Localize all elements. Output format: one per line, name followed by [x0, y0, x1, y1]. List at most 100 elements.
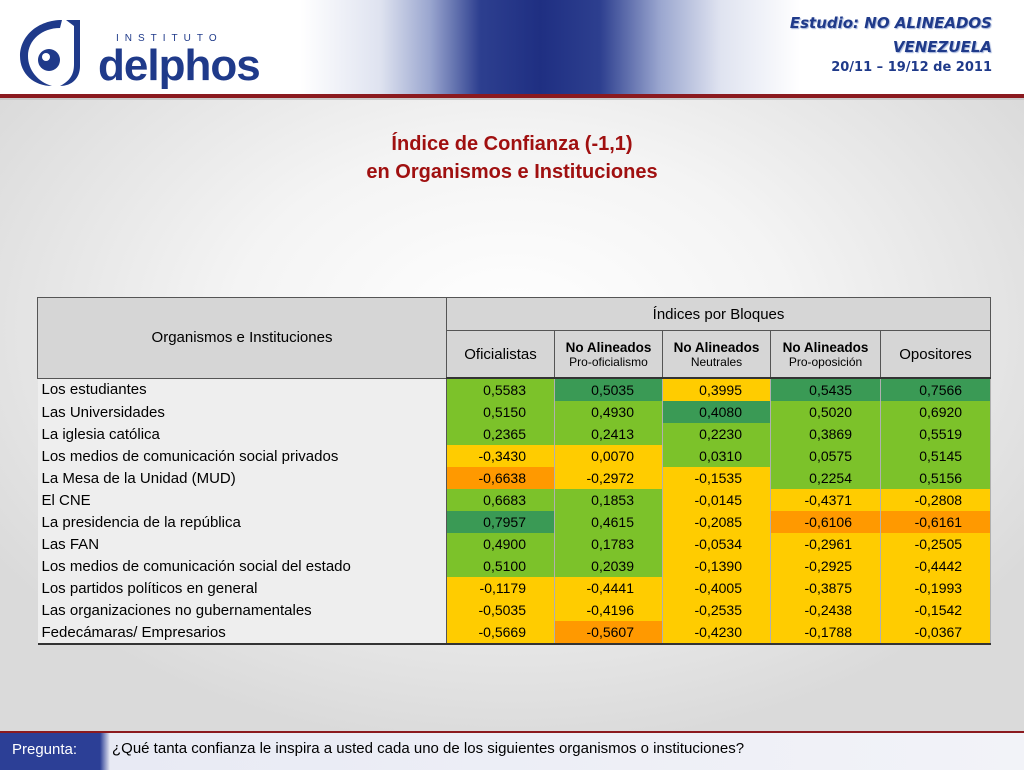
index-value-cell: 0,0310	[662, 445, 771, 467]
index-value-cell: 0,3995	[662, 378, 771, 401]
block-column-header: No Alineados Pro-oficialismo	[554, 330, 663, 379]
page-title-line2: en Organismos e Instituciones	[366, 161, 658, 183]
index-value-cell: -0,4196	[554, 599, 663, 621]
index-value-cell: -0,2972	[554, 467, 663, 489]
block-column-label: No Alineados	[673, 339, 760, 355]
index-value-cell: -0,4371	[770, 489, 881, 511]
header-divider	[0, 94, 1024, 98]
index-value-cell: 0,5020	[770, 401, 881, 423]
delphos-logo-icon	[20, 20, 80, 86]
org-column-header: Organismos e Instituciones	[37, 297, 447, 379]
logo-institute-text: INSTITUTO	[116, 33, 223, 44]
index-value-cell: 0,0070	[554, 445, 663, 467]
index-value-cell: 0,1853	[554, 489, 663, 511]
institution-name: La iglesia católica	[37, 423, 447, 445]
institution-name: Los estudiantes	[37, 378, 447, 401]
page-title: Índice de Confianza (-1,1) en Organismos…	[0, 130, 1024, 186]
index-value-cell: -0,5607	[554, 621, 663, 645]
index-value-cell: 0,2039	[554, 555, 663, 577]
table-row: La Mesa de la Unidad (MUD) -0,6638 -0,2972…	[37, 467, 992, 489]
index-value-cell: 0,5156	[880, 467, 992, 489]
table-row: Las organizaciones no gubernamentales -0,…	[37, 599, 992, 621]
index-value-cell: -0,1542	[880, 599, 992, 621]
index-value-cell: 0,6683	[446, 489, 555, 511]
institution-name: Los partidos políticos en general	[37, 577, 447, 599]
question-label: Pregunta:	[12, 741, 78, 758]
index-value-cell: 0,4900	[446, 533, 555, 555]
institution-name: Fedecámaras/ Empresarios	[37, 621, 447, 645]
block-column-sublabel: Neutrales	[690, 354, 743, 369]
index-value-cell: 0,5035	[554, 378, 663, 401]
index-value-cell: 0,2254	[770, 467, 881, 489]
index-value-cell: 0,4080	[662, 401, 771, 423]
index-value-cell: 0,0575	[770, 445, 881, 467]
table-row: Los medios de comunicación social privad…	[37, 445, 992, 467]
index-value-cell: -0,4005	[662, 577, 771, 599]
index-value-cell: -0,5035	[446, 599, 555, 621]
page-title-line1: Índice de Confianza (-1,1)	[391, 133, 633, 155]
index-value-cell: -0,0367	[880, 621, 992, 645]
table-row: El CNE 0,6683 0,1853 -0,0145 -0,4371 -0,2808	[37, 489, 992, 511]
index-value-cell: -0,1788	[770, 621, 881, 645]
block-column-sublabel: Pro-oposición	[788, 354, 863, 369]
institution-name: Las FAN	[37, 533, 447, 555]
index-value-cell: 0,2365	[446, 423, 555, 445]
index-value-cell: -0,2961	[770, 533, 881, 555]
footer-bar: Pregunta: ¿Qué tanta confianza le inspir…	[0, 731, 1024, 770]
index-value-cell: -0,1390	[662, 555, 771, 577]
study-info: Estudio: NO ALINEADOS VENEZUELA 20/11 – …	[790, 14, 992, 75]
index-value-cell: 0,7566	[880, 378, 992, 401]
index-value-cell: -0,0145	[662, 489, 771, 511]
block-column-label: Oficialistas	[464, 345, 537, 363]
table-row: Los estudiantes 0,5583 0,5035 0,3995 0,5435 0…	[37, 378, 992, 401]
study-title: Estudio: NO ALINEADOS	[790, 14, 992, 32]
index-value-cell: -0,1993	[880, 577, 992, 599]
index-value-cell: 0,1783	[554, 533, 663, 555]
institution-name: El CNE	[37, 489, 447, 511]
index-value-cell: -0,3875	[770, 577, 881, 599]
index-value-cell: -0,4230	[662, 621, 771, 645]
index-value-cell: 0,3869	[770, 423, 881, 445]
index-value-cell: 0,5435	[770, 378, 881, 401]
study-name: NO ALINEADOS	[864, 14, 992, 32]
index-value-cell: 0,5519	[880, 423, 992, 445]
index-value-cell: -0,0534	[662, 533, 771, 555]
table-row: La presidencia de la república 0,7957 0,46…	[37, 511, 992, 533]
institution-name: Los medios de comunicación social privad…	[37, 445, 447, 467]
index-value-cell: 0,5145	[880, 445, 992, 467]
index-value-cell: -0,2505	[880, 533, 992, 555]
delphos-logo: INSTITUTO delphos	[16, 16, 261, 88]
table-row: La iglesia católica 0,2365 0,2413 0,2230 0,3…	[37, 423, 992, 445]
table-row: Los partidos políticos en general -0,1179…	[37, 577, 992, 599]
institution-name: La Mesa de la Unidad (MUD)	[37, 467, 447, 489]
block-column-label: Opositores	[899, 345, 972, 363]
index-value-cell: -0,6106	[770, 511, 881, 533]
index-value-cell: -0,4442	[880, 555, 992, 577]
index-value-cell: -0,2925	[770, 555, 881, 577]
index-value-cell: 0,5150	[446, 401, 555, 423]
block-column-header: Opositores	[879, 330, 992, 379]
header-divider-shadow	[0, 98, 1024, 100]
index-value-cell: 0,6920	[880, 401, 992, 423]
index-value-cell: 0,7957	[446, 511, 555, 533]
institution-name: Las organizaciones no gubernamentales	[37, 599, 447, 621]
table-row: Las FAN 0,4900 0,1783 -0,0534 -0,2961 -0,2505	[37, 533, 992, 555]
block-column-header: No Alineados Neutrales	[662, 330, 771, 379]
logo-wordmark: delphos	[98, 41, 261, 90]
study-label: Estudio:	[789, 14, 860, 32]
index-value-cell: -0,2438	[770, 599, 881, 621]
block-column-header: No Alineados Pro-oposición	[770, 330, 881, 379]
index-value-cell: -0,4441	[554, 577, 663, 599]
table-row: Fedecámaras/ Empresarios -0,5669 -0,5607 -0…	[37, 621, 992, 645]
index-value-cell: -0,2085	[662, 511, 771, 533]
block-column-label: No Alineados	[782, 339, 869, 355]
institution-name: La presidencia de la república	[37, 511, 447, 533]
table-row: Los medios de comunicación social del es…	[37, 555, 992, 577]
institution-name: Las Universidades	[37, 401, 447, 423]
group-column-header: Índices por Bloques	[445, 297, 992, 331]
institution-name: Los medios de comunicación social del es…	[37, 555, 447, 577]
index-value-cell: 0,5583	[446, 378, 555, 401]
index-value-cell: -0,6638	[446, 467, 555, 489]
question-text: ¿Qué tanta confianza le inspira a usted …	[112, 740, 745, 757]
index-value-cell: 0,4615	[554, 511, 663, 533]
